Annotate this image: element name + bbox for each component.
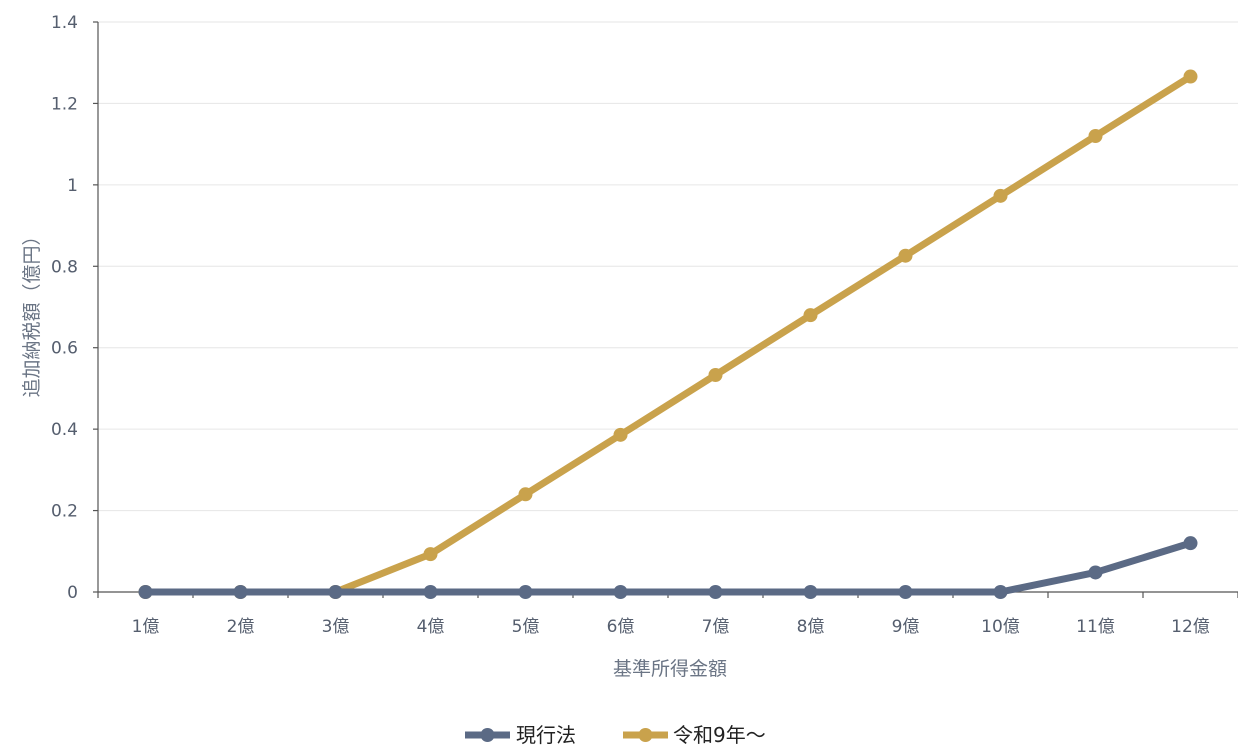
data-point-0 xyxy=(993,585,1008,599)
data-point-0 xyxy=(1088,565,1103,580)
y-tick-label: 0.2 xyxy=(51,502,78,522)
x-tick-label: 6億 xyxy=(607,617,635,637)
data-point-1 xyxy=(708,367,723,382)
data-point-0 xyxy=(233,585,248,599)
legend-swatch-marker xyxy=(480,728,495,742)
x-tick-label: 2億 xyxy=(227,617,255,637)
y-tick-label: 1.2 xyxy=(51,94,78,114)
y-tick-label: 1.4 xyxy=(51,13,78,33)
x-tick-label: 11億 xyxy=(1076,617,1115,637)
legend-label: 令和9年～ xyxy=(673,723,766,747)
data-point-1 xyxy=(1183,69,1198,84)
x-tick-label: 5億 xyxy=(512,617,540,637)
data-point-0 xyxy=(708,585,723,599)
legend: 現行法 令和9年～ xyxy=(465,723,766,747)
data-point-0 xyxy=(518,585,533,599)
x-axis-title: 基準所得金額 xyxy=(613,658,727,680)
data-point-0 xyxy=(898,585,913,599)
x-tick-label: 1億 xyxy=(132,617,160,637)
data-point-1 xyxy=(803,308,818,323)
x-tick-label: 9億 xyxy=(892,617,920,637)
data-point-1 xyxy=(993,188,1008,203)
y-tick-label: 0 xyxy=(67,583,78,603)
data-point-1 xyxy=(613,427,628,442)
x-tick-label: 8億 xyxy=(797,617,825,637)
legend-label: 現行法 xyxy=(516,723,576,747)
data-point-1 xyxy=(518,487,533,502)
data-point-0 xyxy=(328,585,343,599)
axes: 0 0.2 0.4 0.6 0.8 1 1.2 1.4 1億 2億 3億 4億 5億 6億 7億 8億 9億 10… xyxy=(51,13,1238,637)
data-point-1 xyxy=(898,248,913,263)
series-lines xyxy=(138,69,1198,599)
x-tick-label: 7億 xyxy=(702,617,730,637)
data-point-0 xyxy=(138,585,153,599)
x-tick-label: 10億 xyxy=(981,617,1020,637)
gridlines xyxy=(98,21,1238,512)
data-point-0 xyxy=(613,585,628,599)
data-point-1 xyxy=(1088,129,1103,143)
x-tick-label: 4億 xyxy=(417,617,445,637)
data-point-0 xyxy=(423,585,438,599)
legend-swatch-marker xyxy=(638,728,653,742)
y-tick-label: 0.4 xyxy=(51,420,78,440)
x-tick-label: 3億 xyxy=(322,617,350,637)
data-point-0 xyxy=(803,585,818,599)
data-point-0 xyxy=(1183,536,1198,551)
y-axis-title: 追加納税額（億円） xyxy=(21,226,43,397)
series-line-1 xyxy=(142,73,1194,596)
y-tick-label: 0.6 xyxy=(51,339,78,359)
series-line-0 xyxy=(142,539,1194,596)
x-tick-label: 12億 xyxy=(1171,617,1210,637)
y-tick-label: 1 xyxy=(67,176,78,196)
y-tick-label: 0.8 xyxy=(51,257,78,277)
data-point-1 xyxy=(423,547,438,562)
